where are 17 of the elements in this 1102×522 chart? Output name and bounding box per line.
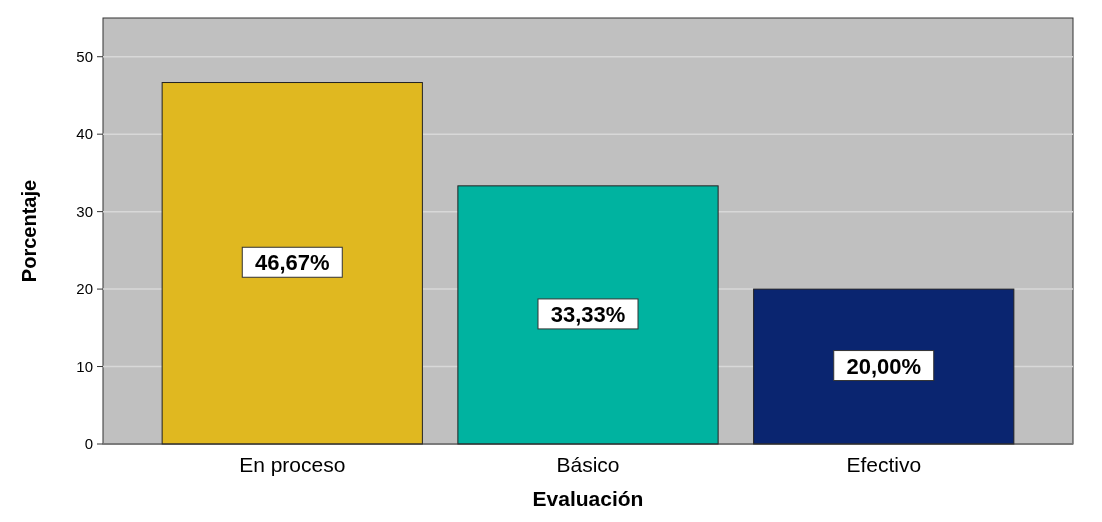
- y-tick-label: 10: [76, 357, 93, 375]
- bar: [753, 288, 1015, 445]
- bar: [457, 185, 719, 445]
- data-label: 33,33%: [550, 301, 626, 327]
- data-label: 20,00%: [846, 353, 922, 379]
- y-tick-label: 40: [76, 125, 93, 143]
- y-tick-label: 20: [76, 280, 93, 298]
- y-tick-label: 30: [76, 202, 93, 220]
- bar: [161, 82, 423, 445]
- data-label: 46,67%: [254, 250, 330, 276]
- x-tick-label: Básico: [556, 453, 620, 476]
- x-tick-label: En proceso: [239, 453, 346, 476]
- y-tick-label: 0: [84, 435, 93, 452]
- y-tick-label: 50: [76, 47, 93, 65]
- x-axis-title: Evaluación: [532, 487, 644, 510]
- x-tick-label: Efectivo: [846, 453, 922, 476]
- y-axis-title: Porcentaje: [18, 179, 40, 283]
